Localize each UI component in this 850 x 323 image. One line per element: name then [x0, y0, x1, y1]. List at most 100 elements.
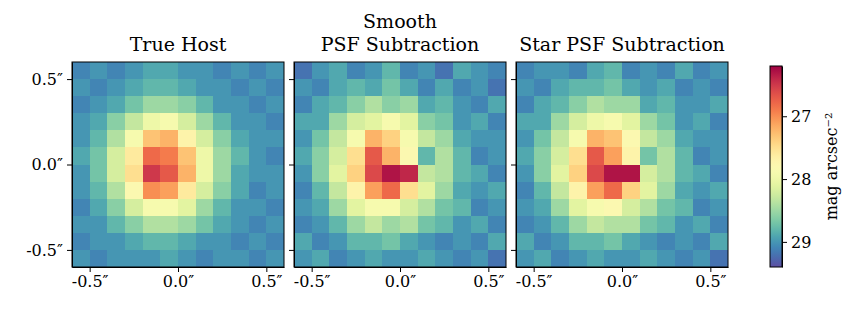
pixel	[107, 130, 125, 148]
tick-label: 0.5″	[473, 272, 504, 291]
pixel	[294, 130, 312, 148]
pixel	[471, 182, 489, 200]
pixel	[143, 250, 161, 267]
pixel	[471, 130, 489, 148]
pixel	[587, 165, 605, 183]
pixel	[516, 62, 534, 80]
pixel	[249, 165, 267, 183]
title-line: True Host	[130, 33, 227, 55]
pixel	[125, 96, 143, 114]
pixel	[249, 62, 267, 80]
pixel	[640, 147, 658, 165]
pixel	[453, 130, 471, 148]
pixel	[249, 113, 267, 131]
pixel	[329, 62, 347, 80]
pixel	[453, 216, 471, 234]
pixel	[657, 130, 675, 148]
pixel	[622, 79, 640, 97]
pixel	[587, 182, 605, 200]
pixel	[90, 147, 108, 165]
pixel	[710, 62, 728, 80]
pixel	[249, 182, 267, 200]
pixel	[160, 147, 178, 165]
pixel	[72, 113, 90, 131]
pixel	[534, 165, 552, 183]
pixel	[329, 165, 347, 183]
pixel	[435, 165, 453, 183]
pixel	[400, 62, 418, 80]
pixel	[435, 216, 453, 234]
pixel	[125, 250, 143, 267]
pixel	[569, 199, 587, 217]
pixel	[710, 216, 728, 234]
pixel	[418, 182, 436, 200]
pixel	[710, 199, 728, 217]
pixel	[160, 113, 178, 131]
tick-mark	[266, 267, 267, 272]
pixel	[231, 199, 249, 217]
pixel	[329, 130, 347, 148]
tick: 0.0″	[385, 267, 416, 291]
pixel	[622, 216, 640, 234]
pixel	[90, 130, 108, 148]
tick-label: -0.5″	[294, 272, 331, 291]
plot-frame	[516, 62, 728, 267]
pixel	[400, 147, 418, 165]
pixel	[231, 165, 249, 183]
pixel	[657, 250, 675, 267]
plot-frame	[294, 62, 506, 267]
pixel	[675, 147, 693, 165]
pixel	[675, 113, 693, 131]
pixel	[400, 165, 418, 183]
pixel	[551, 147, 569, 165]
pixel	[125, 199, 143, 217]
pixel	[143, 182, 161, 200]
pixel	[249, 216, 267, 234]
pixel	[587, 130, 605, 148]
pixel	[453, 79, 471, 97]
pixel	[418, 62, 436, 80]
pixel	[329, 250, 347, 267]
pixel	[400, 250, 418, 267]
image-cells	[516, 62, 728, 267]
pixel	[587, 147, 605, 165]
pixel	[604, 130, 622, 148]
colorbar: 272829mag arcsec⁻²	[770, 66, 841, 268]
pixel	[347, 130, 365, 148]
tick-mark	[622, 267, 623, 272]
pixel	[196, 130, 214, 148]
pixel	[294, 216, 312, 234]
pixel	[294, 147, 312, 165]
pixel	[534, 199, 552, 217]
pixel	[329, 199, 347, 217]
pixel	[569, 113, 587, 131]
pixel	[710, 233, 728, 251]
pixel	[347, 199, 365, 217]
pixel	[551, 199, 569, 217]
pixel	[72, 216, 90, 234]
title-line: Star PSF Subtraction	[519, 33, 725, 55]
pixel	[125, 182, 143, 200]
pixel	[72, 199, 90, 217]
tick-mark	[511, 79, 516, 80]
pixel	[382, 250, 400, 267]
pixel	[534, 62, 552, 80]
pixel	[675, 199, 693, 217]
pixel	[178, 165, 196, 183]
title-line: Smooth	[363, 10, 437, 32]
pixel	[266, 250, 284, 267]
x-axis: -0.5″0.0″0.5″	[72, 267, 285, 291]
pixel	[710, 79, 728, 97]
pixel	[196, 182, 214, 200]
pixel	[382, 79, 400, 97]
tick-mark	[534, 267, 535, 272]
pixel	[569, 165, 587, 183]
pixel	[710, 165, 728, 183]
pixel	[693, 182, 711, 200]
tick-label: 0.0″	[607, 272, 638, 291]
pixel	[471, 113, 489, 131]
pixel	[213, 182, 231, 200]
pixel	[657, 62, 675, 80]
pixel	[231, 130, 249, 148]
pixel	[488, 165, 506, 183]
